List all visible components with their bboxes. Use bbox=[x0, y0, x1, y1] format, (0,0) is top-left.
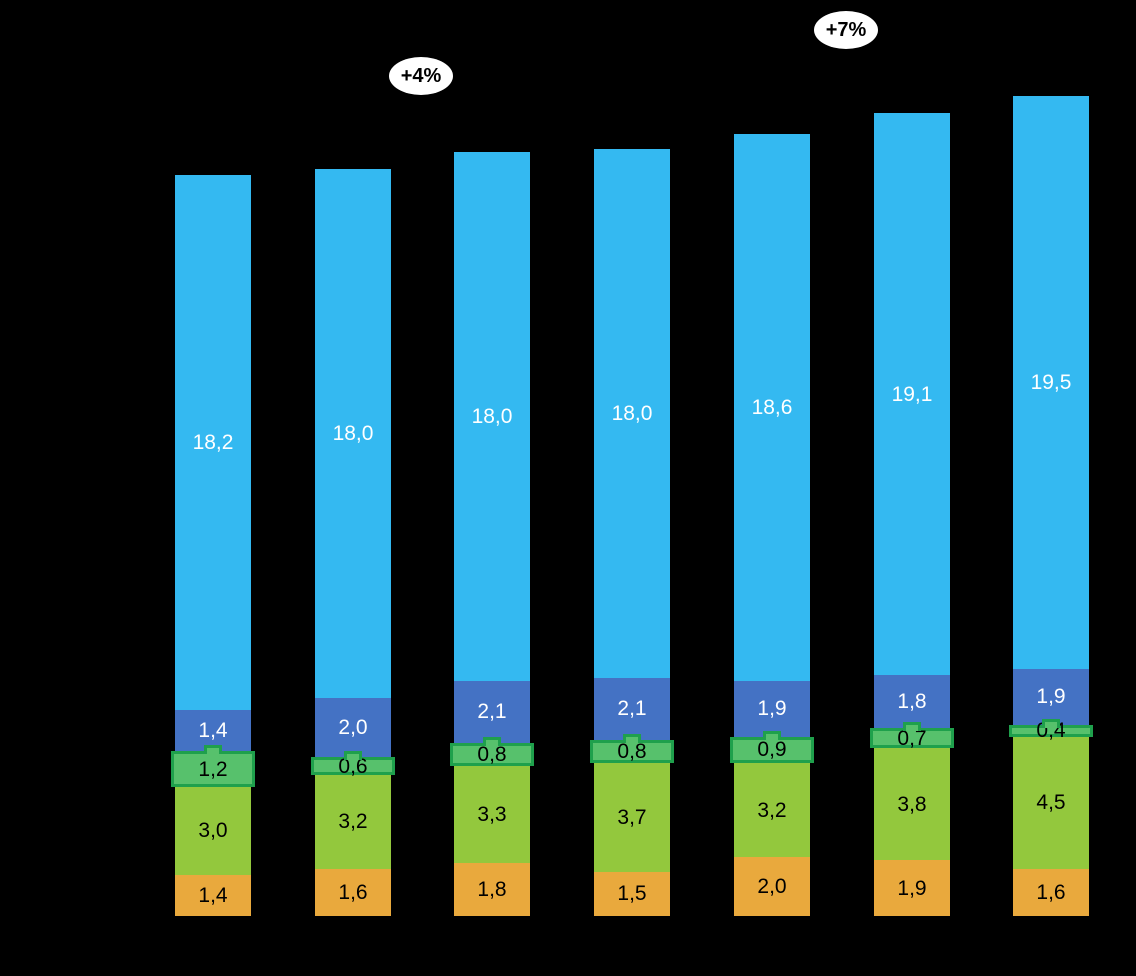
segment-value-label: 1,8 bbox=[897, 689, 927, 713]
segment-dark-blue: 2,1 bbox=[594, 677, 670, 740]
segment-green-highlighted: 0,9 bbox=[730, 736, 814, 764]
segment-value-label: 2,0 bbox=[757, 875, 787, 899]
segment-green-highlighted: 0,8 bbox=[450, 742, 534, 767]
segment-value-label: 0,8 bbox=[477, 742, 507, 766]
bar: 1,6 4,5 0,4 1,9 19,5 bbox=[1009, 95, 1093, 916]
segment-value-label: 18,0 bbox=[611, 401, 653, 425]
segment-value-label: 18,2 bbox=[192, 431, 234, 455]
growth-annotation-2: +7% bbox=[814, 11, 878, 49]
segment-value-label: 2,0 bbox=[338, 716, 368, 740]
segment-value-label: 1,4 bbox=[198, 883, 228, 907]
segment-value-label: 4,5 bbox=[1036, 791, 1066, 815]
segment-dark-blue: 2,0 bbox=[315, 698, 391, 758]
segment-value-label: 3,8 bbox=[897, 792, 927, 816]
segment-green: 3,2 bbox=[315, 774, 391, 869]
segment-value-label: 19,5 bbox=[1030, 370, 1072, 394]
segment-value-label: 3,2 bbox=[338, 810, 368, 834]
bar: 2,0 3,2 0,9 1,9 18,6 bbox=[730, 133, 814, 916]
segment-value-label: 1,6 bbox=[1036, 880, 1066, 904]
segment-light-blue: 18,6 bbox=[734, 133, 810, 681]
segment-green: 3,2 bbox=[734, 763, 810, 858]
segment-value-label: 2,1 bbox=[617, 697, 647, 721]
segment-value-label: 3,3 bbox=[477, 803, 507, 827]
segment-orange: 1,9 bbox=[874, 860, 950, 916]
segment-orange: 1,4 bbox=[175, 874, 251, 916]
segment-light-blue: 18,0 bbox=[454, 151, 530, 681]
segment-value-label: 1,9 bbox=[1036, 685, 1066, 709]
segment-green-highlighted: 0,6 bbox=[311, 754, 395, 778]
segment-dark-blue: 1,8 bbox=[874, 674, 950, 728]
segment-light-blue: 19,5 bbox=[1013, 95, 1089, 670]
bar: 1,6 3,2 0,6 2,0 18,0 bbox=[311, 169, 395, 916]
segment-value-label: 1,8 bbox=[477, 878, 507, 902]
segment-dark-blue: 1,9 bbox=[1013, 669, 1089, 725]
bar: 1,5 3,7 0,8 2,1 18,0 bbox=[590, 148, 674, 916]
segment-value-label: 18,0 bbox=[471, 404, 513, 428]
segment-value-label: 2,1 bbox=[477, 700, 507, 724]
segment-value-label: 19,1 bbox=[891, 382, 933, 406]
segment-green-highlighted: 0,4 bbox=[1009, 720, 1093, 741]
segment-green: 3,0 bbox=[175, 786, 251, 875]
segment-light-blue: 19,1 bbox=[874, 113, 950, 675]
segment-value-label: 3,7 bbox=[617, 806, 647, 830]
segment-orange: 1,8 bbox=[454, 863, 530, 916]
segment-value-label: 1,2 bbox=[198, 757, 228, 781]
bar: 1,8 3,3 0,8 2,1 18,0 bbox=[450, 151, 534, 916]
segment-green: 3,3 bbox=[454, 766, 530, 864]
segment-green-highlighted: 0,7 bbox=[870, 728, 954, 749]
growth-annotation-1: +4% bbox=[389, 57, 453, 95]
segment-light-blue: 18,0 bbox=[315, 169, 391, 699]
bar: 1,4 3,0 1,2 1,4 18,2 bbox=[171, 175, 255, 916]
segment-value-label: 0,7 bbox=[897, 726, 927, 750]
segment-green-highlighted: 1,2 bbox=[171, 751, 255, 787]
segment-light-blue: 18,2 bbox=[175, 175, 251, 711]
segment-orange: 1,5 bbox=[594, 871, 670, 916]
segment-light-blue: 18,0 bbox=[594, 148, 670, 678]
segment-value-label: 3,2 bbox=[757, 798, 787, 822]
segment-value-label: 18,0 bbox=[332, 422, 374, 446]
segment-dark-blue: 1,9 bbox=[734, 680, 810, 737]
segment-orange: 1,6 bbox=[1013, 868, 1089, 916]
segment-green: 3,7 bbox=[594, 763, 670, 872]
bar: 1,9 3,8 0,7 1,8 19,1 bbox=[870, 113, 954, 916]
segment-green: 4,5 bbox=[1013, 736, 1089, 869]
segment-orange: 2,0 bbox=[734, 857, 810, 916]
segment-green-highlighted: 0,8 bbox=[590, 739, 674, 764]
segment-value-label: 1,4 bbox=[198, 719, 228, 743]
segment-green: 3,8 bbox=[874, 748, 950, 861]
segment-value-label: 3,0 bbox=[198, 819, 228, 843]
segment-value-label: 0,8 bbox=[617, 739, 647, 763]
segment-value-label: 0,6 bbox=[338, 754, 368, 778]
segment-value-label: 18,6 bbox=[751, 395, 793, 419]
segment-value-label: 1,6 bbox=[338, 880, 368, 904]
segment-orange: 1,6 bbox=[315, 868, 391, 916]
segment-dark-blue: 2,1 bbox=[454, 680, 530, 743]
segment-value-label: 1,5 bbox=[617, 882, 647, 906]
segment-value-label: 0,9 bbox=[757, 738, 787, 762]
segment-value-label: 1,9 bbox=[897, 876, 927, 900]
segment-value-label: 0,4 bbox=[1036, 719, 1066, 743]
segment-value-label: 1,9 bbox=[757, 697, 787, 721]
